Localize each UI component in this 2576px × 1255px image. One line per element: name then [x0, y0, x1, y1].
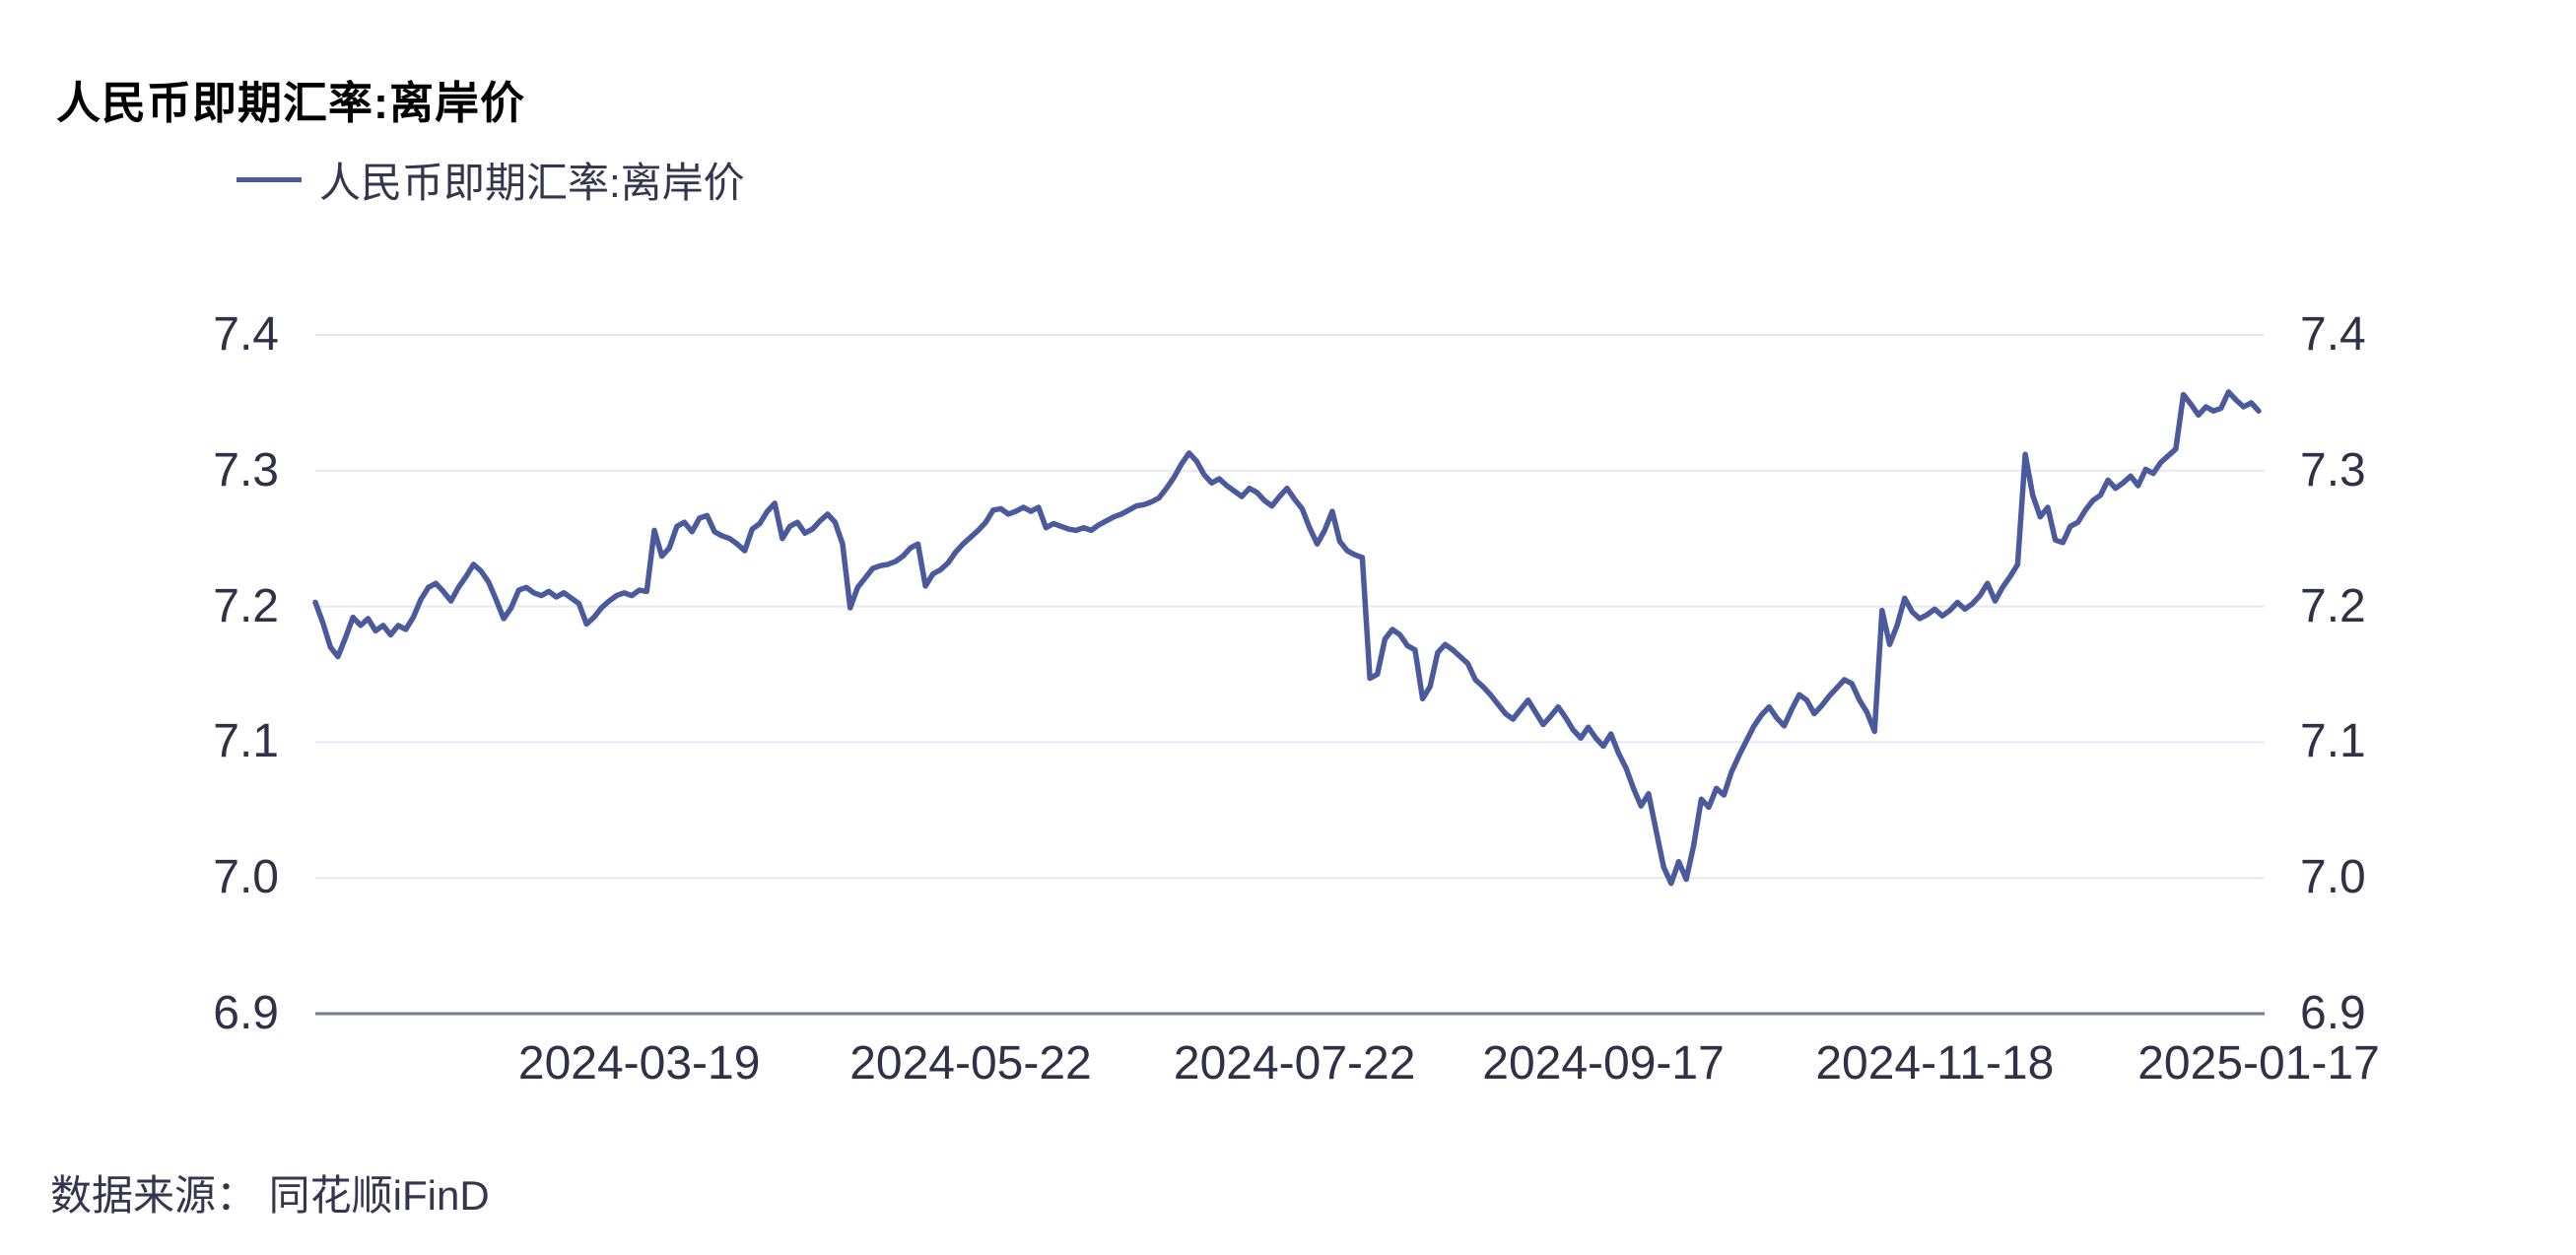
x-axis-label: 2024-09-17 — [1482, 1037, 1725, 1090]
x-axis-label: 2024-05-22 — [849, 1037, 1092, 1090]
y-axis-label-right: 7.4 — [2300, 308, 2366, 361]
y-axis-label-right: 7.0 — [2300, 851, 2366, 904]
y-axis-label-left: 7.3 — [213, 443, 279, 496]
legend[interactable]: 人民币即期汇率:离岸价 — [237, 156, 745, 206]
y-axis-label-left: 6.9 — [213, 987, 279, 1039]
x-axis-label: 2024-07-22 — [1173, 1037, 1416, 1090]
y-axis-label-right: 7.1 — [2300, 715, 2366, 768]
chart-title: 人民币即期汇率:离岸价 — [56, 78, 525, 128]
series-line — [312, 389, 2262, 887]
y-axis-label-right: 7.2 — [2300, 579, 2366, 632]
x-axis-label: 2024-03-19 — [517, 1037, 761, 1090]
legend-label: 人民币即期汇率:离岸价 — [319, 159, 745, 206]
y-axis-label-left: 7.2 — [213, 579, 279, 632]
x-axis-label: 2025-01-17 — [2137, 1037, 2380, 1090]
legend-line-swatch — [237, 176, 302, 182]
y-axis-label-right: 7.3 — [2300, 443, 2366, 496]
x-axis-label: 2024-11-18 — [1815, 1037, 2055, 1090]
y-axis-label-left: 7.1 — [213, 715, 279, 768]
data-source: 数据来源： 同花顺iFinD — [50, 1172, 490, 1219]
y-axis-label-left: 7.0 — [213, 851, 279, 904]
y-axis-label-left: 7.4 — [213, 308, 279, 361]
y-axis-label-right: 6.9 — [2300, 987, 2366, 1039]
